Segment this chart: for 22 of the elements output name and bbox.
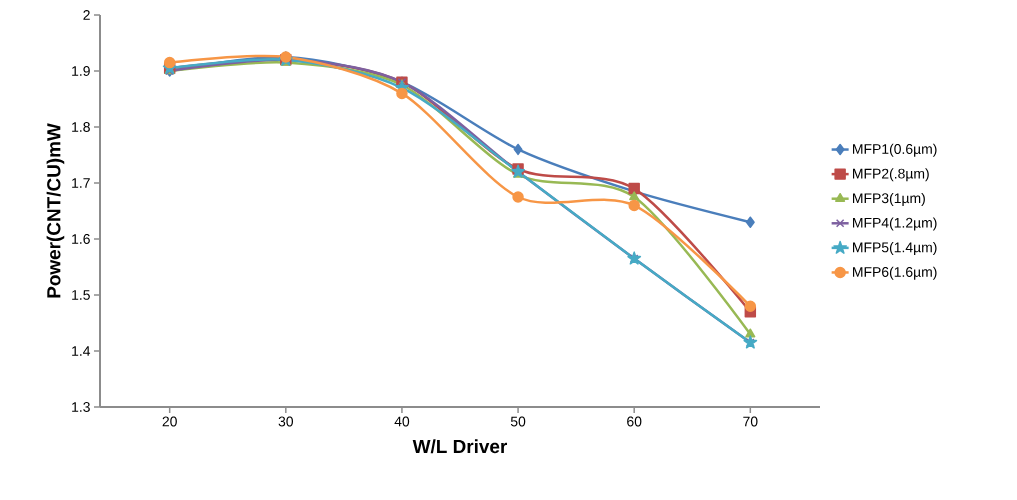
legend-label: MFP6(1.6µm) <box>853 266 937 280</box>
y-tick-label: 1.5 <box>72 290 90 300</box>
y-tick-label: 2 <box>83 10 90 20</box>
x-tick-label: 70 <box>743 416 758 427</box>
y-tick-label: 1.9 <box>72 66 90 76</box>
x-tick-label: 40 <box>394 416 410 427</box>
x-tick-label: 60 <box>627 416 642 427</box>
legend-label: MFP1(0.6µm) <box>853 143 937 157</box>
y-tick-label: 1.3 <box>72 402 90 412</box>
y-tick-label: 1.7 <box>72 178 90 188</box>
x-axis-title: W/L Driver <box>412 439 508 454</box>
legend-label: MFP4(1.2µm) <box>853 217 937 231</box>
y-tick-label: 1.6 <box>72 234 90 244</box>
legend-label: MFP3(1µm) <box>853 192 925 206</box>
y-tick-label: 1.4 <box>72 346 91 356</box>
x-tick-label: 50 <box>510 416 526 427</box>
y-tick-label: 1.8 <box>72 122 90 132</box>
legend-label: MFP5(1.4µm) <box>853 242 937 256</box>
legend-label: MFP2(.8µm) <box>853 168 929 182</box>
x-tick-label: 30 <box>278 416 294 427</box>
x-tick-label: 20 <box>162 416 177 427</box>
y-axis-title: Power(CNT/CU)mW <box>46 123 65 298</box>
